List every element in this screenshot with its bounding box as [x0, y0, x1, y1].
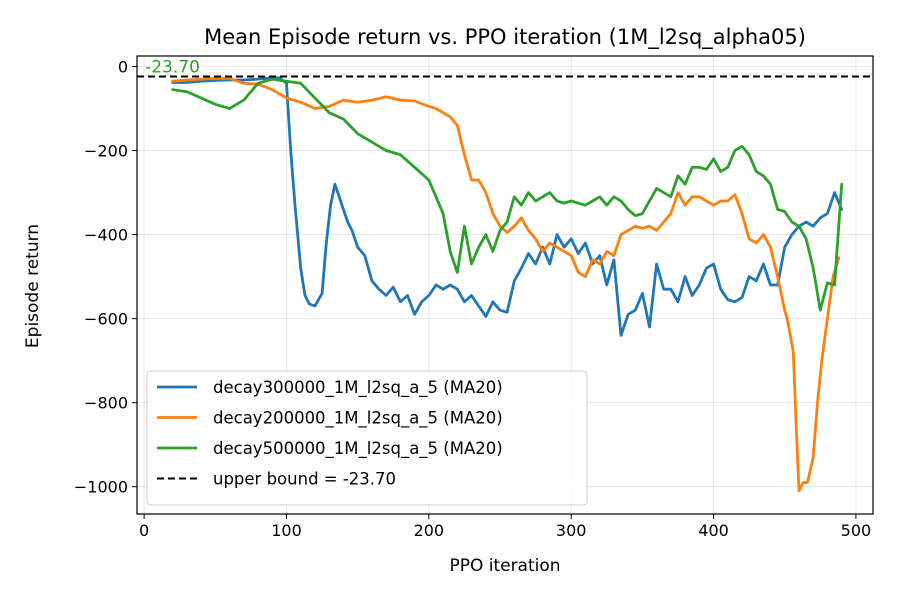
legend-label: upper bound = -23.70	[213, 470, 396, 489]
chart-title: Mean Episode return vs. PPO iteration (1…	[204, 25, 806, 50]
plot-area	[137, 75, 873, 493]
legend: decay300000_1M_l2sq_a_5 (MA20) decay20000…	[146, 370, 588, 506]
y-axis-label: Episode return	[23, 224, 43, 348]
legend-label: decay200000_1M_l2sq_a_5 (MA20)	[213, 409, 503, 429]
x-tick-label: 100	[271, 521, 302, 540]
series-line-2	[171, 76, 841, 493]
axes-frame	[136, 55, 874, 515]
y-tick-label: −1000	[74, 478, 128, 497]
series-line-3	[171, 77, 844, 312]
legend-label: decay300000_1M_l2sq_a_5 (MA20)	[213, 378, 503, 398]
x-tick-label: 0	[139, 521, 149, 540]
x-tick-label: 400	[698, 521, 729, 540]
x-tick-label: 300	[556, 521, 587, 540]
x-axis-label: PPO iteration	[449, 556, 560, 576]
y-tick-label: 0	[118, 58, 128, 77]
x-tick-label: 200	[414, 521, 445, 540]
x-tick-label: 500	[841, 521, 872, 540]
y-tick-label: −200	[84, 142, 128, 161]
ticks: 0 100 200 300 400 500 0 −200 −400 −600 −800 −1000	[74, 58, 871, 540]
upper-bound-annotation: -23.70	[145, 57, 200, 77]
legend-box	[146, 370, 588, 506]
series-line-1	[171, 76, 844, 337]
legend-label: decay500000_1M_l2sq_a_5 (MA20)	[213, 439, 503, 459]
y-tick-label: −800	[84, 394, 128, 413]
y-tick-label: −400	[84, 226, 128, 245]
y-tick-label: −600	[84, 310, 128, 329]
